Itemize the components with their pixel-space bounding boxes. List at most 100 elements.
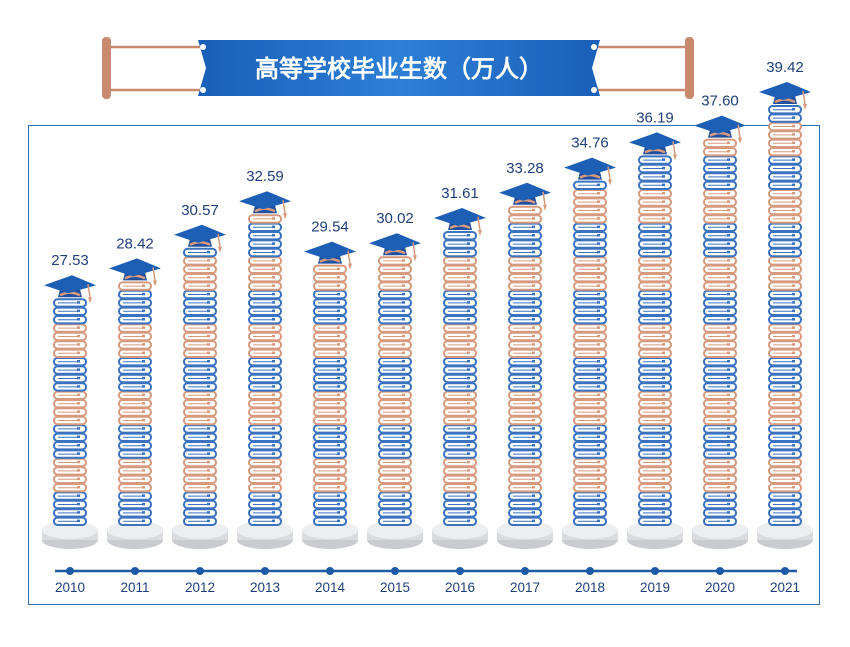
- book: [573, 424, 607, 434]
- value-label: 36.19: [636, 109, 674, 126]
- book: [768, 289, 802, 300]
- book: [53, 340, 87, 350]
- value-label: 29.54: [311, 219, 349, 236]
- book: [768, 357, 802, 367]
- book: [573, 214, 607, 224]
- book: [443, 239, 477, 249]
- book: [183, 298, 217, 308]
- book: [118, 508, 152, 518]
- axis-dot: [716, 567, 724, 575]
- book: [638, 289, 672, 300]
- x-tick-label: 2014: [315, 580, 346, 595]
- book: [53, 323, 87, 333]
- value-label: 34.76: [571, 135, 609, 152]
- book: [378, 499, 412, 510]
- book: [703, 415, 737, 426]
- book: [378, 256, 412, 266]
- book: [53, 382, 87, 392]
- value-label: 31.61: [441, 185, 479, 202]
- book: [768, 441, 802, 451]
- book: [508, 348, 542, 359]
- book: [703, 197, 737, 207]
- book: [53, 306, 87, 317]
- book: [573, 289, 607, 300]
- book: [703, 390, 737, 401]
- book: [703, 231, 737, 241]
- book: [768, 373, 802, 384]
- book: [573, 323, 607, 333]
- book: [443, 298, 477, 308]
- book: [118, 432, 152, 443]
- book: [118, 407, 152, 417]
- book: [573, 256, 607, 266]
- book: [768, 508, 802, 518]
- book: [638, 432, 672, 443]
- book: [573, 306, 607, 317]
- book: [638, 256, 672, 266]
- book: [638, 172, 672, 182]
- book: [53, 466, 87, 476]
- book: [248, 348, 282, 359]
- book: [703, 499, 737, 510]
- graduation-cap-icon: [239, 191, 291, 220]
- book: [443, 483, 477, 493]
- book: [768, 247, 802, 258]
- book: [313, 457, 347, 468]
- book: [768, 424, 802, 434]
- book: [118, 365, 152, 375]
- book: [248, 457, 282, 468]
- value-label: 27.53: [51, 252, 89, 269]
- book: [53, 449, 87, 459]
- book: [768, 214, 802, 224]
- book-stack-2014: 29.54: [302, 219, 358, 549]
- book: [248, 415, 282, 426]
- book: [183, 348, 217, 359]
- book: [183, 323, 217, 333]
- x-tick-label: 2015: [380, 580, 410, 595]
- book: [768, 281, 802, 291]
- book: [508, 222, 542, 233]
- book: [378, 331, 412, 342]
- book: [443, 306, 477, 317]
- book: [248, 382, 282, 392]
- book: [573, 281, 607, 291]
- book: [638, 441, 672, 451]
- book: [183, 331, 217, 342]
- axis-dot: [261, 567, 269, 575]
- book: [573, 239, 607, 249]
- book: [313, 357, 347, 367]
- book: [248, 407, 282, 417]
- book: [183, 289, 217, 300]
- book: [118, 315, 152, 325]
- book: [118, 516, 152, 526]
- book: [703, 348, 737, 359]
- book: [248, 466, 282, 476]
- book: [248, 239, 282, 249]
- x-tick-label: 2012: [185, 580, 215, 595]
- book: [313, 264, 347, 275]
- book: [313, 432, 347, 443]
- book: [768, 340, 802, 350]
- book: [183, 466, 217, 476]
- book: [118, 340, 152, 350]
- book: [768, 449, 802, 459]
- book: [313, 306, 347, 317]
- book: [703, 331, 737, 342]
- book: [638, 323, 672, 333]
- book: [313, 399, 347, 409]
- book: [638, 491, 672, 501]
- book: [703, 323, 737, 333]
- book-stack-2010: 27.53: [42, 252, 98, 549]
- book: [768, 189, 802, 199]
- book: [768, 407, 802, 417]
- book: [508, 415, 542, 426]
- book: [768, 121, 802, 132]
- book: [638, 474, 672, 485]
- book: [703, 189, 737, 199]
- book: [508, 323, 542, 333]
- book: [313, 298, 347, 308]
- book-stack-2018: 34.76: [562, 135, 618, 549]
- book: [183, 373, 217, 384]
- book: [573, 357, 607, 367]
- book: [573, 348, 607, 359]
